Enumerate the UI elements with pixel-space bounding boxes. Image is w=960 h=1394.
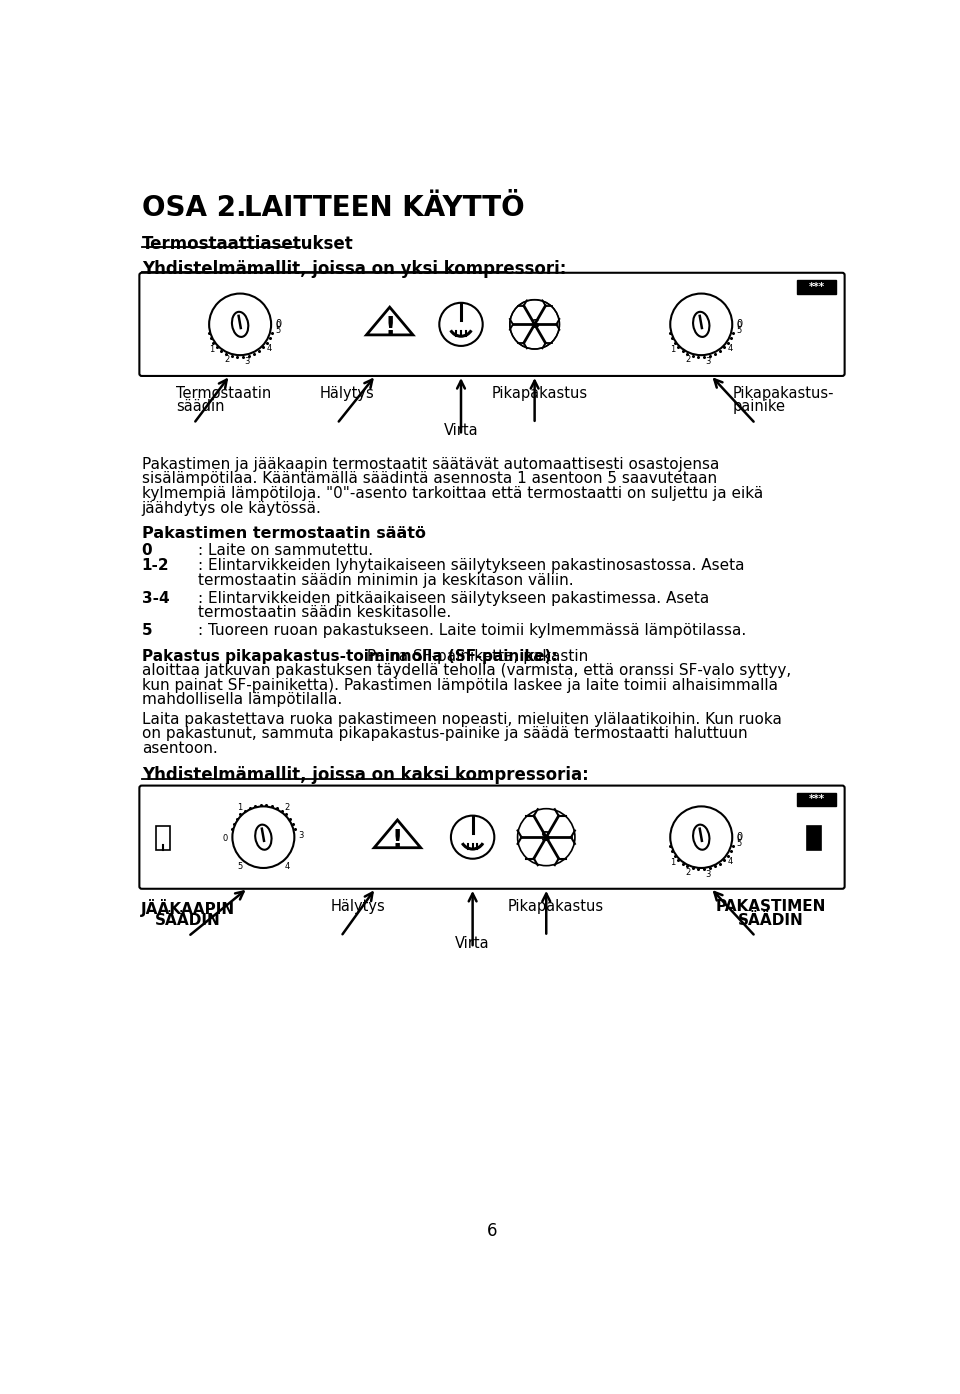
FancyBboxPatch shape: [798, 280, 836, 294]
Text: 2: 2: [284, 803, 289, 811]
Text: Virta: Virta: [444, 422, 478, 438]
Text: 0: 0: [275, 319, 281, 329]
Circle shape: [440, 302, 483, 346]
Text: 5: 5: [275, 326, 280, 336]
Text: 2: 2: [685, 355, 691, 364]
Text: säädin: säädin: [176, 399, 225, 414]
Text: 0: 0: [736, 832, 742, 842]
Text: kun painat SF-painiketta). Pakastimen lämpötila laskee ja laite toimii alhaisimm: kun painat SF-painiketta). Pakastimen lä…: [142, 677, 778, 693]
Text: Termostaattiasetukset: Termostaattiasetukset: [142, 236, 353, 254]
Text: Paina SF-painiketta, pakastin: Paina SF-painiketta, pakastin: [362, 648, 588, 664]
Text: Hälytys: Hälytys: [331, 899, 386, 914]
Text: 5: 5: [142, 623, 153, 638]
Text: S: S: [530, 318, 540, 330]
Text: 0: 0: [736, 321, 742, 330]
FancyBboxPatch shape: [156, 827, 170, 849]
Text: 1: 1: [670, 857, 676, 867]
Text: 5: 5: [736, 326, 741, 336]
Text: 2: 2: [225, 355, 229, 364]
Text: on pakastunut, sammuta pikapakastus-painike ja säädä termostaatti haluttuun: on pakastunut, sammuta pikapakastus-pain…: [142, 726, 747, 742]
Text: Pakastimen termostaatin säätö: Pakastimen termostaatin säätö: [142, 526, 425, 541]
Ellipse shape: [255, 825, 272, 850]
Text: Pikapakastus-: Pikapakastus-: [732, 386, 833, 401]
Text: PAKASTIMEN: PAKASTIMEN: [716, 899, 827, 914]
Text: : Elintarvikkeiden pitkäaikaiseen säilytykseen pakastimessa. Aseta: : Elintarvikkeiden pitkäaikaiseen säilyt…: [198, 591, 708, 606]
Text: Hälytys: Hälytys: [320, 386, 374, 401]
Ellipse shape: [232, 312, 249, 337]
FancyBboxPatch shape: [798, 793, 836, 806]
Text: kylmempiä lämpötiloja. "0"-asento tarkoittaa että termostaatti on suljettu ja ei: kylmempiä lämpötiloja. "0"-asento tarkoi…: [142, 487, 763, 500]
Text: 3: 3: [299, 831, 304, 841]
Circle shape: [510, 300, 560, 348]
Text: 2: 2: [685, 868, 691, 877]
Circle shape: [670, 806, 732, 868]
Text: 4: 4: [267, 344, 272, 353]
Text: 6: 6: [487, 1223, 497, 1241]
Text: 3: 3: [706, 870, 710, 878]
Text: : Elintarvikkeiden lyhytaikaiseen säilytykseen pakastinosastossa. Aseta: : Elintarvikkeiden lyhytaikaiseen säilyt…: [198, 559, 744, 573]
Text: aloittaa jatkuvan pakastuksen täydellä teholla (varmista, että oranssi SF-valo s: aloittaa jatkuvan pakastuksen täydellä t…: [142, 664, 791, 677]
Text: asentoon.: asentoon.: [142, 742, 218, 756]
Circle shape: [232, 806, 295, 868]
Ellipse shape: [693, 312, 709, 337]
Text: 0: 0: [276, 321, 280, 330]
Text: Yhdistelmämallit, joissa on yksi kompressori:: Yhdistelmämallit, joissa on yksi kompres…: [142, 259, 566, 277]
Text: 1: 1: [670, 346, 676, 354]
Text: Pikapakastus: Pikapakastus: [492, 386, 588, 401]
Text: 1-2: 1-2: [142, 559, 169, 573]
Text: Termostaatin: Termostaatin: [176, 386, 271, 401]
Text: !: !: [384, 315, 396, 340]
Text: ***: ***: [808, 795, 825, 804]
Ellipse shape: [693, 825, 709, 850]
Text: 3: 3: [244, 357, 250, 367]
Text: 1: 1: [237, 803, 243, 811]
FancyBboxPatch shape: [806, 827, 821, 849]
Text: Pakastus pikapakastus-toiminnolla (SF-painike):: Pakastus pikapakastus-toiminnolla (SF-pa…: [142, 648, 558, 664]
FancyBboxPatch shape: [139, 786, 845, 889]
Text: 5: 5: [237, 863, 243, 871]
Text: 0: 0: [736, 834, 742, 843]
Text: 0: 0: [736, 319, 742, 329]
Text: JÄÄKAAPIN: JÄÄKAAPIN: [141, 899, 235, 917]
Text: Pakastimen ja jääkaapin termostaatit säätävät automaattisesti osastojensa: Pakastimen ja jääkaapin termostaatit sää…: [142, 457, 719, 471]
Text: SÄÄDIN: SÄÄDIN: [738, 913, 804, 927]
Text: Virta: Virta: [455, 935, 490, 951]
Text: mahdollisella lämpötilalla.: mahdollisella lämpötilalla.: [142, 693, 342, 707]
Text: ***: ***: [808, 282, 825, 291]
Text: termostaatin säädin keskitasolle.: termostaatin säädin keskitasolle.: [198, 605, 451, 620]
Text: LAITTEEN KÄYTTÖ: LAITTEEN KÄYTTÖ: [244, 194, 524, 222]
Text: SÄÄDIN: SÄÄDIN: [156, 913, 221, 927]
Text: : Tuoreen ruoan pakastukseen. Laite toimii kylmemmässä lämpötilassa.: : Tuoreen ruoan pakastukseen. Laite toim…: [198, 623, 746, 638]
Text: !: !: [392, 828, 403, 852]
Circle shape: [451, 815, 494, 859]
Text: jäähdytys ole käytössä.: jäähdytys ole käytössä.: [142, 500, 322, 516]
Circle shape: [670, 294, 732, 355]
Text: Yhdistelmämallit, joissa on kaksi kompressoria:: Yhdistelmämallit, joissa on kaksi kompre…: [142, 767, 588, 785]
Text: Pikapakastus: Pikapakastus: [508, 899, 604, 914]
Text: S: S: [541, 831, 551, 845]
Text: 4: 4: [728, 344, 733, 353]
Text: 5: 5: [736, 839, 741, 848]
Text: 4: 4: [728, 857, 733, 866]
Text: 1: 1: [209, 346, 214, 354]
Text: 3: 3: [706, 357, 710, 367]
Circle shape: [209, 294, 271, 355]
Text: sisälämpötilaa. Kääntämällä säädintä asennosta 1 asentoon 5 saavutetaan: sisälämpötilaa. Kääntämällä säädintä ase…: [142, 471, 717, 487]
Text: 0: 0: [223, 834, 228, 843]
Text: 3-4: 3-4: [142, 591, 169, 606]
FancyBboxPatch shape: [139, 273, 845, 376]
Text: OSA 2.: OSA 2.: [142, 194, 247, 222]
Text: Laita pakastettava ruoka pakastimeen nopeasti, mieluiten ylälaatikoihin. Kun ruo: Laita pakastettava ruoka pakastimeen nop…: [142, 712, 781, 726]
Text: 4: 4: [284, 863, 289, 871]
Text: painike: painike: [732, 399, 785, 414]
Text: termostaatin säädin minimin ja keskitason väliin.: termostaatin säädin minimin ja keskitaso…: [198, 573, 573, 588]
Text: : Laite on sammutettu.: : Laite on sammutettu.: [198, 544, 372, 558]
Text: 0: 0: [142, 544, 153, 558]
